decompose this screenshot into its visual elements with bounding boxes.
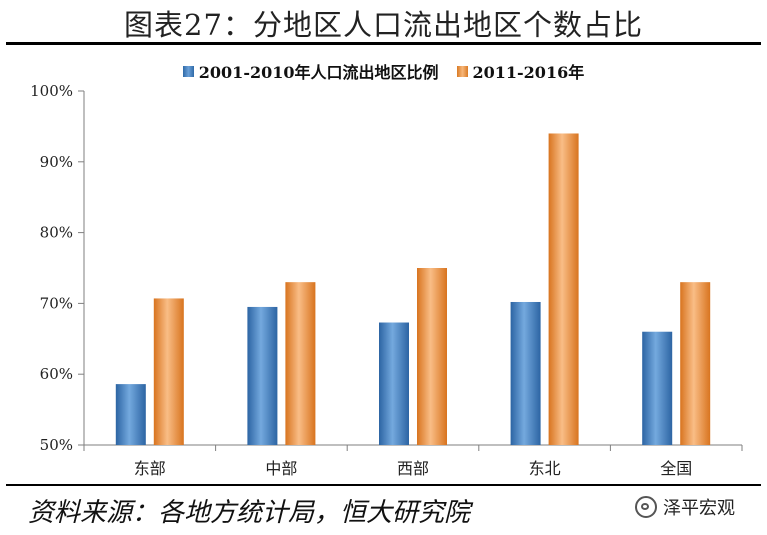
y-tick-label: 50% — [40, 436, 73, 454]
y-tick-label: 60% — [40, 365, 73, 383]
chart-labels: 50% 60% 70% 80% 90% 100% 东部 中部 西部 东北 全国 — [30, 82, 692, 478]
source-note: 资料来源：各地方统计局，恒大研究院 — [28, 498, 471, 528]
title-divider — [6, 42, 761, 45]
legend-swatch-series2 — [456, 65, 468, 77]
chart-axes — [78, 90, 743, 451]
x-tick-label: 中部 — [265, 459, 297, 478]
legend-swatch-series1 — [182, 65, 194, 77]
chart-bars — [115, 133, 711, 446]
legend-item-series1: 2001-2010年人口流出地区比例 — [182, 59, 439, 83]
x-tick-label: 西部 — [397, 459, 429, 478]
bar-series1 — [379, 322, 409, 445]
bar-series2 — [417, 268, 447, 445]
x-tick-label: 东北 — [529, 459, 561, 478]
y-tick-label: 80% — [40, 224, 73, 242]
brand: 泽平宏观 — [635, 494, 735, 520]
legend-item-series2: 2011-2016年 — [456, 59, 585, 83]
legend-label-series1: 2001-2010年人口流出地区比例 — [198, 63, 439, 82]
y-tick-label: 100% — [30, 82, 73, 100]
brand-name: 泽平宏观 — [663, 498, 735, 519]
legend-label-series2: 2011-2016年 — [472, 63, 585, 82]
bar-series1 — [247, 306, 278, 445]
bar-series2 — [548, 133, 579, 446]
y-tick-label: 70% — [40, 294, 73, 312]
bar-series1 — [510, 301, 541, 445]
chart-title: 图表27：分地区人口流出地区个数占比 — [124, 8, 643, 42]
bar-series2 — [680, 282, 711, 445]
bar-series1 — [642, 331, 673, 445]
legend: 2001-2010年人口流出地区比例 2011-2016年 — [0, 60, 767, 82]
chat-icon — [635, 496, 657, 518]
x-tick-label: 东部 — [134, 459, 166, 478]
bar-series1 — [115, 384, 146, 445]
x-tick-label: 全国 — [660, 459, 692, 478]
footer-divider — [6, 484, 761, 486]
bar-series2 — [285, 282, 316, 445]
y-tick-label: 90% — [40, 153, 73, 171]
bar-series2 — [153, 298, 184, 445]
